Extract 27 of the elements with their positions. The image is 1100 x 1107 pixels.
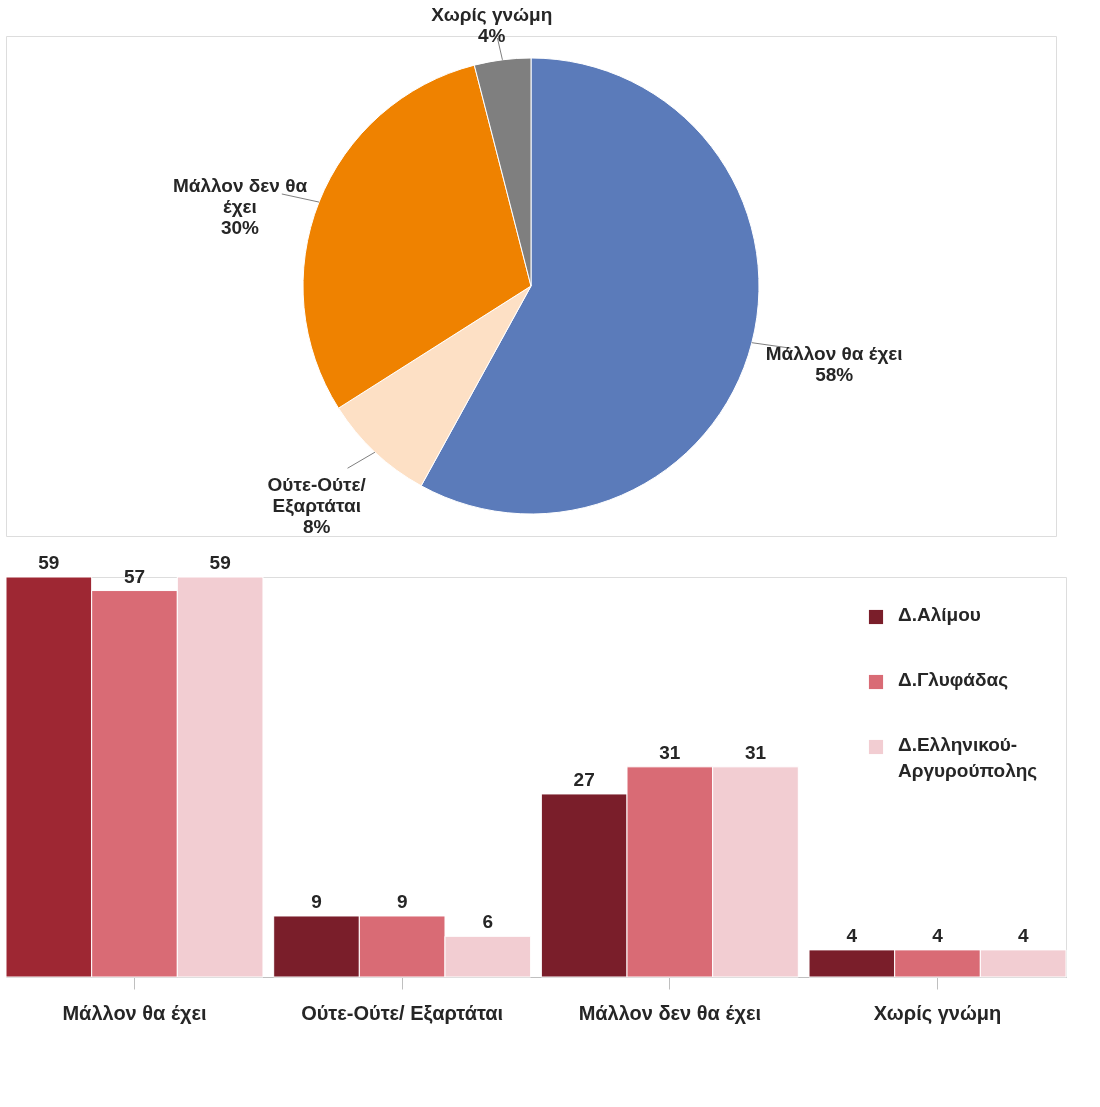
data-label: 27 xyxy=(573,768,595,790)
x-tick-label: Χωρίς γνώμη xyxy=(873,1001,1002,1024)
slice-label: Ούτε-Ούτε/ Εξαρτάται xyxy=(267,474,367,518)
data-label: 59 xyxy=(38,552,60,573)
legend-label: Δ.Αλίμου xyxy=(898,604,981,625)
slice-label: Μάλλον δεν θα έχει xyxy=(172,174,308,217)
data-label: 30% xyxy=(220,216,260,238)
data-label: 4 xyxy=(932,924,944,946)
data-label: 6 xyxy=(482,911,494,933)
data-label: 31 xyxy=(744,741,767,763)
data-label: 58% xyxy=(815,363,854,385)
data-label: 4% xyxy=(478,25,506,47)
data-label: 4 xyxy=(846,924,858,946)
legend-label: Δ.Γλυφάδας xyxy=(898,669,1009,690)
data-label: 59 xyxy=(209,552,231,573)
legend-label: Δ.Ελληνικού-Αργυρούπολης xyxy=(898,734,1038,781)
data-label: 9 xyxy=(311,890,322,912)
x-tick-label: Μάλλον θα έχει xyxy=(62,1001,207,1024)
data-label: 8% xyxy=(303,516,331,538)
data-label: 57 xyxy=(123,565,146,587)
data-label: 4 xyxy=(1017,924,1029,946)
data-label: 31 xyxy=(659,741,681,763)
data-label: 9 xyxy=(396,890,408,912)
x-tick-label: Μάλλον δεν θα έχει xyxy=(578,1001,762,1024)
x-tick-label: Ούτε-Ούτε/ Εξαρτάται xyxy=(301,1001,504,1024)
slice-label: Μάλλον θα έχει xyxy=(765,342,903,364)
slice-label: Χωρίς γνώμη xyxy=(431,4,553,26)
